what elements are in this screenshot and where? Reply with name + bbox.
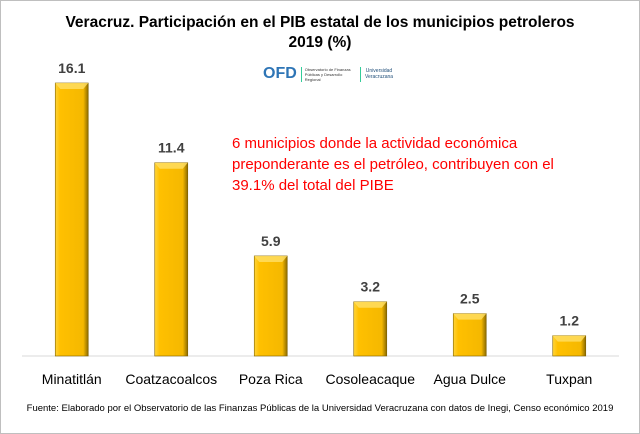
source-note: Fuente: Elaborado por el Observatorio de… (26, 403, 614, 414)
data-label: 11.4 (158, 140, 185, 156)
bar (54, 82, 89, 357)
data-label: 16.1 (58, 60, 85, 76)
data-label: 2.5 (460, 291, 480, 307)
title-line-2: 2019 (%) (288, 34, 352, 51)
bar (353, 301, 388, 357)
annotation: 6 municipios donde la actividad económic… (232, 133, 554, 196)
chart-title: Veracruz. Participación en el PIB estata… (1, 13, 639, 53)
bar-bevel (453, 313, 487, 320)
category-label: Agua Dulce (434, 371, 507, 387)
data-label: 5.9 (261, 233, 281, 249)
bar-bevel (55, 83, 89, 89)
annotation-line: preponderante es el petróleo, contribuye… (232, 156, 554, 173)
data-label: 3.2 (361, 279, 381, 295)
category-label: Poza Rica (239, 371, 303, 387)
category-label: Coatzacoalcos (125, 371, 217, 387)
ofd-logo: OFD Observatorio de Finanzas Públicas y … (263, 59, 393, 89)
annotation-line: 39.1% del total del PIBE (232, 177, 394, 194)
annotation-line: 6 municipios donde la actividad económic… (232, 135, 518, 152)
logo-subtitle: Observatorio de Finanzas Públicas y Desa… (300, 66, 361, 82)
bar (253, 255, 288, 357)
bar-bevel (353, 301, 387, 308)
category-label: Tuxpan (546, 371, 592, 387)
bar-bevel (154, 162, 188, 169)
bar-bevel (254, 255, 288, 262)
title-line-1: Veracruz. Participación en el PIB estata… (65, 14, 575, 31)
bar (452, 313, 487, 357)
data-label: 1.2 (560, 313, 580, 329)
logo-uv: Universidad Veracruzana (365, 68, 394, 80)
category-label: Cosoleacaque (325, 371, 415, 387)
category-label: Minatitlán (42, 371, 102, 387)
logo-ofd-text: OFD (263, 65, 297, 82)
bar (154, 162, 189, 357)
bar-bevel (552, 335, 586, 342)
